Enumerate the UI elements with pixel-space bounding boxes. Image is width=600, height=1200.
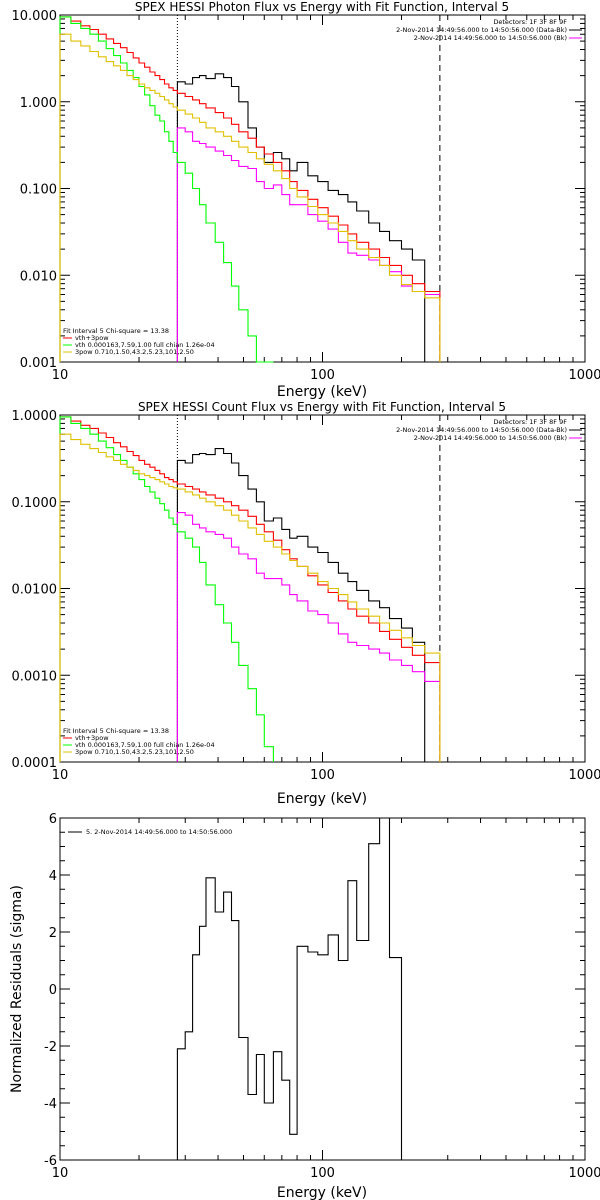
y-tick-label: 0.001	[20, 356, 57, 371]
y-tick-label: 0.100	[20, 183, 57, 198]
y-tick-label: 0.1000	[12, 496, 58, 511]
data-bk-label: 2-Nov-2014 14:49:56.000 to 14:50:56.000 …	[396, 26, 567, 34]
bk-label: 2-Nov-2014 14:49:56.000 to 14:50:56.000 …	[414, 434, 567, 442]
series-step-line	[59, 16, 274, 363]
count-flux-plot-frame	[59, 414, 586, 763]
count-flux-series	[59, 415, 441, 762]
series-step-line	[176, 73, 426, 362]
photon-flux-panel: SPEX HESSI Photon Flux vs Energy with Fi…	[12, 0, 600, 400]
data-bk-label: 2-Nov-2014 14:49:56.000 to 14:50:56.000 …	[396, 426, 567, 434]
y-tick-label: 1.0000	[12, 409, 58, 424]
y-tick-label: -4	[44, 1097, 57, 1112]
y-tick-label: 0	[49, 983, 57, 998]
x-tick-label: 100	[310, 768, 335, 783]
series-step-line	[59, 433, 441, 762]
series-step-line	[176, 127, 440, 362]
count-flux-xlabel: Energy (keV)	[277, 791, 367, 807]
series-step-line	[59, 416, 441, 762]
count-flux-panel: SPEX HESSI Count Flux vs Energy with Fit…	[12, 400, 600, 807]
x-tick-label: 100	[310, 1166, 335, 1181]
y-tick-label: -2	[44, 1040, 57, 1055]
y-tick-label: 0.010	[20, 269, 57, 284]
residuals-xlabel: Energy (keV)	[277, 1185, 367, 1200]
x-tick-label: 1000	[568, 1166, 600, 1181]
series-step-line	[176, 817, 403, 1160]
vth-label: vth 0.000163,7.59,1.00 full chian 1.26e-…	[75, 741, 215, 749]
count-flux-ticks: 10 100 1000 0.0001 0.0010 0.0100 0.1000 1.0000	[12, 409, 600, 783]
photon-flux-series	[59, 15, 441, 363]
count-flux-legend-top: Detectors: 1F 3F 8F 9F 2-Nov-2014 14:49:…	[396, 418, 582, 442]
photon-flux-title: SPEX HESSI Photon Flux vs Energy with Fi…	[135, 0, 509, 14]
count-flux-title: SPEX HESSI Count Flux vs Energy with Fit…	[138, 400, 506, 414]
x-tick-label: 10	[52, 368, 69, 383]
y-tick-label: -6	[44, 1154, 57, 1169]
series-step-line	[59, 16, 441, 362]
fit-interval-label: Fit Interval 5 Chi-square = 13.38	[63, 727, 169, 735]
series-step-line	[59, 33, 441, 362]
detectors-label: Detectors: 1F 3F 8F 9F	[493, 18, 567, 26]
vth-label: vth 0.000163,7.59,1.00 full chian 1.26e-…	[75, 341, 215, 349]
y-tick-label: 0.0010	[12, 669, 58, 684]
photon-flux-plot-frame	[59, 14, 586, 363]
y-tick-label: 0.0001	[12, 756, 58, 771]
y-tick-label: 2	[49, 926, 57, 941]
residuals-ticks: 10 100 1000 -6 -4 -2 0 2 4 6	[44, 812, 600, 1181]
fit-total-label: vth+3pow	[75, 334, 109, 342]
residuals-legend-label: 5. 2-Nov-2014 14:49:56.000 to 14:50:56.0…	[86, 828, 232, 836]
y-tick-label: 0.0100	[12, 583, 58, 598]
fit-interval-label: Fit Interval 5 Chi-square = 13.38	[63, 327, 169, 335]
pow-label: 3pow 0.710,1.50,43.2,5.23,101,2.50	[75, 748, 194, 756]
x-tick-label: 1000	[568, 768, 600, 783]
x-tick-label: 1000	[568, 368, 600, 383]
series-step-line	[176, 512, 440, 762]
photon-flux-ticks: 10 100 1000 0.001 0.010 0.100 1.000 10.000	[12, 9, 600, 383]
photon-flux-legend-top: Detectors: 1F 3F 8F 9F 2-Nov-2014 14:49:…	[396, 18, 582, 42]
residuals-plot-frame	[59, 817, 586, 1161]
y-tick-label: 1.000	[20, 96, 57, 111]
photon-flux-legend-bottom: Fit Interval 5 Chi-square = 13.38 vth+3p…	[63, 327, 215, 356]
x-tick-label: 10	[52, 768, 69, 783]
y-tick-label: 4	[49, 869, 57, 884]
photon-flux-xlabel: Energy (keV)	[277, 384, 367, 400]
residuals-panel: Energy (keV) Normalized Residuals (sigma…	[9, 812, 600, 1200]
detectors-label: Detectors: 1F 3F 8F 9F	[493, 418, 567, 426]
residuals-series	[176, 817, 403, 1160]
y-tick-label: 6	[49, 812, 57, 827]
bk-label: 2-Nov-2014 14:49:56.000 to 14:50:56.000 …	[414, 34, 567, 42]
count-flux-legend-bottom: Fit Interval 5 Chi-square = 13.38 vth+3p…	[63, 727, 215, 756]
fit-total-label: vth+3pow	[75, 734, 109, 742]
series-step-line	[176, 448, 426, 762]
residuals-ylabel: Normalized Residuals (sigma)	[9, 885, 25, 1093]
pow-label: 3pow 0.710,1.50,43.2,5.23,101,2.50	[75, 348, 194, 356]
y-tick-label: 10.000	[12, 9, 58, 24]
x-tick-label: 100	[310, 368, 335, 383]
x-tick-label: 10	[52, 1166, 69, 1181]
series-step-line	[59, 416, 274, 762]
